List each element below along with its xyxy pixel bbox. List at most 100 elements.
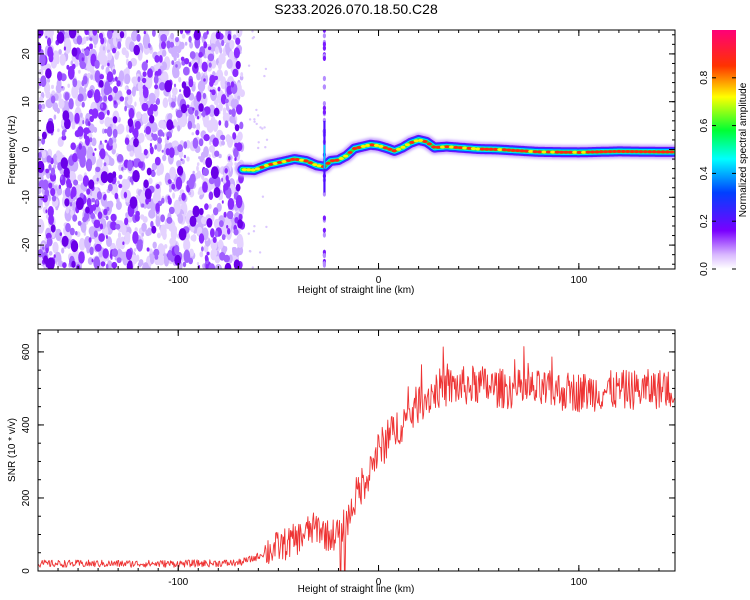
noise-speck [98, 233, 105, 242]
noise-speck [180, 103, 187, 114]
noise-speck [107, 172, 114, 184]
noise-speck [224, 246, 228, 252]
noise-speck [91, 204, 97, 211]
noise-speck [117, 123, 125, 134]
noise-speck [71, 186, 77, 198]
noise-speck [198, 233, 205, 244]
noise-speck [157, 137, 163, 144]
noise-speck [45, 68, 52, 79]
noise-speck [167, 113, 173, 119]
noise-speck [232, 132, 237, 140]
noise-speck [161, 41, 166, 50]
noise-speck [68, 30, 77, 39]
noise-speck [117, 232, 122, 239]
colorbar-tick-label: 0.6 [699, 118, 710, 132]
noise-speck [209, 43, 217, 52]
noise-speck [73, 179, 79, 186]
signal-track-core [629, 150, 635, 154]
noise-speck [233, 47, 240, 59]
snr-y-label: SNR (10 * v/v) [7, 418, 18, 482]
noise-speck [213, 107, 220, 117]
noise-speck [82, 175, 89, 187]
noise-speck [41, 131, 47, 140]
signal-track-core [453, 145, 459, 149]
noise-speck [212, 236, 217, 243]
noise-speck [168, 147, 175, 159]
noise-speck [104, 116, 112, 128]
noise-speck [99, 140, 102, 145]
noise-speck [58, 98, 65, 109]
noise-speck [188, 36, 192, 43]
noise-speck [113, 86, 118, 94]
noise-speck [40, 75, 47, 87]
noise-speck [74, 59, 79, 67]
noise-speck [149, 142, 152, 148]
noise-speck [38, 68, 44, 76]
noise-speck [173, 83, 177, 88]
signal-track-core [633, 150, 640, 154]
signal-track-core [246, 168, 252, 172]
signal-track-core [294, 158, 300, 161]
noise-speck [229, 115, 236, 124]
noise-speck [234, 142, 239, 148]
snr-y-tick-label: 0 [21, 568, 32, 574]
noise-speck [86, 246, 90, 254]
noise-speck [104, 81, 111, 92]
noise-speck [38, 249, 44, 258]
noise-speck [182, 261, 187, 268]
noise-speck [180, 56, 185, 62]
noise-speck [183, 66, 190, 76]
noise-speck [132, 231, 139, 244]
noise-speck [106, 236, 112, 248]
signal-track-core [523, 149, 530, 153]
noise-speck [166, 119, 174, 131]
figure-title: S233.2026.070.18.50.C28 [274, 1, 438, 17]
noise-speck [189, 51, 196, 60]
noise-speck [214, 150, 220, 157]
interference-speck [322, 41, 326, 48]
noise-speck [71, 123, 76, 130]
noise-speck [48, 251, 53, 256]
noise-speck [203, 134, 210, 142]
noise-speck [42, 246, 45, 250]
noise-speck [175, 109, 183, 119]
noise-speck [177, 165, 184, 176]
signal-track-core [567, 150, 574, 154]
noise-speck [157, 255, 165, 266]
noise-speck [228, 156, 231, 161]
noise-speck [126, 89, 132, 95]
noise-speck [214, 230, 219, 238]
noise-speck [237, 95, 241, 100]
noise-speck [112, 171, 117, 178]
noise-speck [58, 184, 62, 189]
noise-speck [168, 93, 171, 99]
noise-speck [171, 87, 178, 96]
noise-speck [41, 150, 47, 159]
noise-speck [38, 226, 42, 234]
noise-speck [153, 75, 159, 84]
noise-speck [192, 205, 200, 218]
noise-speck [49, 125, 55, 134]
noise-speck [214, 123, 218, 129]
noise-speck [248, 118, 252, 121]
noise-speck [188, 176, 195, 190]
noise-speck [55, 228, 62, 241]
noise-speck [46, 155, 52, 163]
noise-speck [141, 77, 147, 84]
noise-speck [175, 37, 179, 43]
noise-speck [112, 128, 118, 138]
noise-speck [45, 247, 49, 254]
noise-speck [142, 262, 150, 269]
signal-track-core [351, 147, 358, 150]
noise-speck [167, 179, 172, 185]
interference-speck [322, 109, 326, 115]
noise-speck [208, 177, 215, 185]
colorbar-tick-label: 0.0 [699, 262, 710, 276]
noise-speck [48, 164, 52, 171]
signal-track-core [277, 161, 283, 164]
signal-track-core [550, 150, 556, 154]
noise-speck [51, 231, 55, 239]
noise-speck [201, 246, 204, 252]
noise-speck [265, 138, 269, 141]
noise-speck [151, 132, 154, 138]
